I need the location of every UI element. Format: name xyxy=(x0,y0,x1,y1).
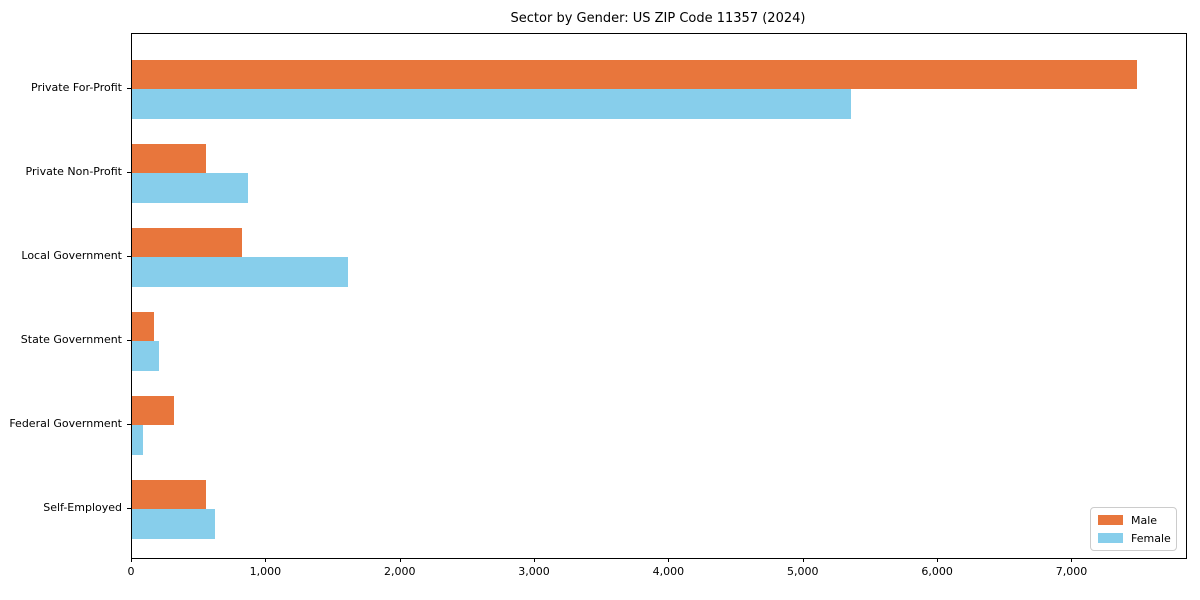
ytick-mark xyxy=(127,340,131,341)
ytick-mark xyxy=(127,88,131,89)
bar-female-local-government xyxy=(132,257,349,287)
chart-title: Sector by Gender: US ZIP Code 11357 (202… xyxy=(510,11,806,26)
legend: Male Female xyxy=(1090,507,1177,551)
xtick-mark xyxy=(1071,558,1073,562)
legend-entry-female: Female xyxy=(1098,531,1171,545)
plot-area xyxy=(131,33,1187,559)
bar-female-federal-government xyxy=(132,425,144,455)
xtick-label-7000: 7,000 xyxy=(1055,565,1088,578)
xtick-label-1000: 1,000 xyxy=(249,565,282,578)
ytick-label-federal-government: Federal Government xyxy=(9,417,122,430)
ytick-label-state-government: State Government xyxy=(20,333,122,346)
ytick-mark xyxy=(127,256,131,257)
legend-swatch-male xyxy=(1098,515,1123,525)
legend-label-male: Male xyxy=(1131,513,1158,527)
xtick-label-3000: 3,000 xyxy=(518,565,550,578)
ytick-label-private-for-profit: Private For-Profit xyxy=(31,81,122,94)
ytick-label-local-government: Local Government xyxy=(21,249,122,262)
bar-male-private-for-profit xyxy=(132,59,1137,89)
ytick-label-private-non-profit: Private Non-Profit xyxy=(25,165,122,178)
legend-swatch-female xyxy=(1098,533,1123,543)
ytick-label-self-employed: Self-Employed xyxy=(43,501,122,514)
bar-female-private-non-profit xyxy=(132,173,248,203)
xtick-mark xyxy=(937,558,939,562)
ytick-mark xyxy=(127,424,131,425)
xtick-label-5000: 5,000 xyxy=(787,565,819,578)
xtick-label-4000: 4,000 xyxy=(652,565,685,578)
bar-female-state-government xyxy=(132,341,159,371)
xtick-mark xyxy=(131,558,132,562)
bar-female-self-employed xyxy=(132,509,216,539)
bar-male-local-government xyxy=(132,227,243,257)
xtick-mark xyxy=(265,558,267,562)
bar-male-state-government xyxy=(132,311,155,341)
xtick-mark xyxy=(399,558,401,562)
xtick-mark xyxy=(668,558,670,562)
xtick-mark xyxy=(534,558,536,562)
ytick-mark xyxy=(127,508,131,509)
legend-entry-male: Male xyxy=(1098,513,1169,527)
xtick-label-0: 0 xyxy=(127,565,135,578)
xtick-label-6000: 6,000 xyxy=(921,565,953,578)
bar-male-federal-government xyxy=(132,395,174,425)
ytick-mark xyxy=(127,172,131,173)
legend-label-female: Female xyxy=(1131,531,1171,545)
bar-male-self-employed xyxy=(132,479,206,509)
xtick-label-2000: 2,000 xyxy=(383,565,416,578)
xtick-mark xyxy=(802,558,804,562)
bar-female-private-for-profit xyxy=(132,89,851,119)
bar-male-private-non-profit xyxy=(132,143,206,173)
